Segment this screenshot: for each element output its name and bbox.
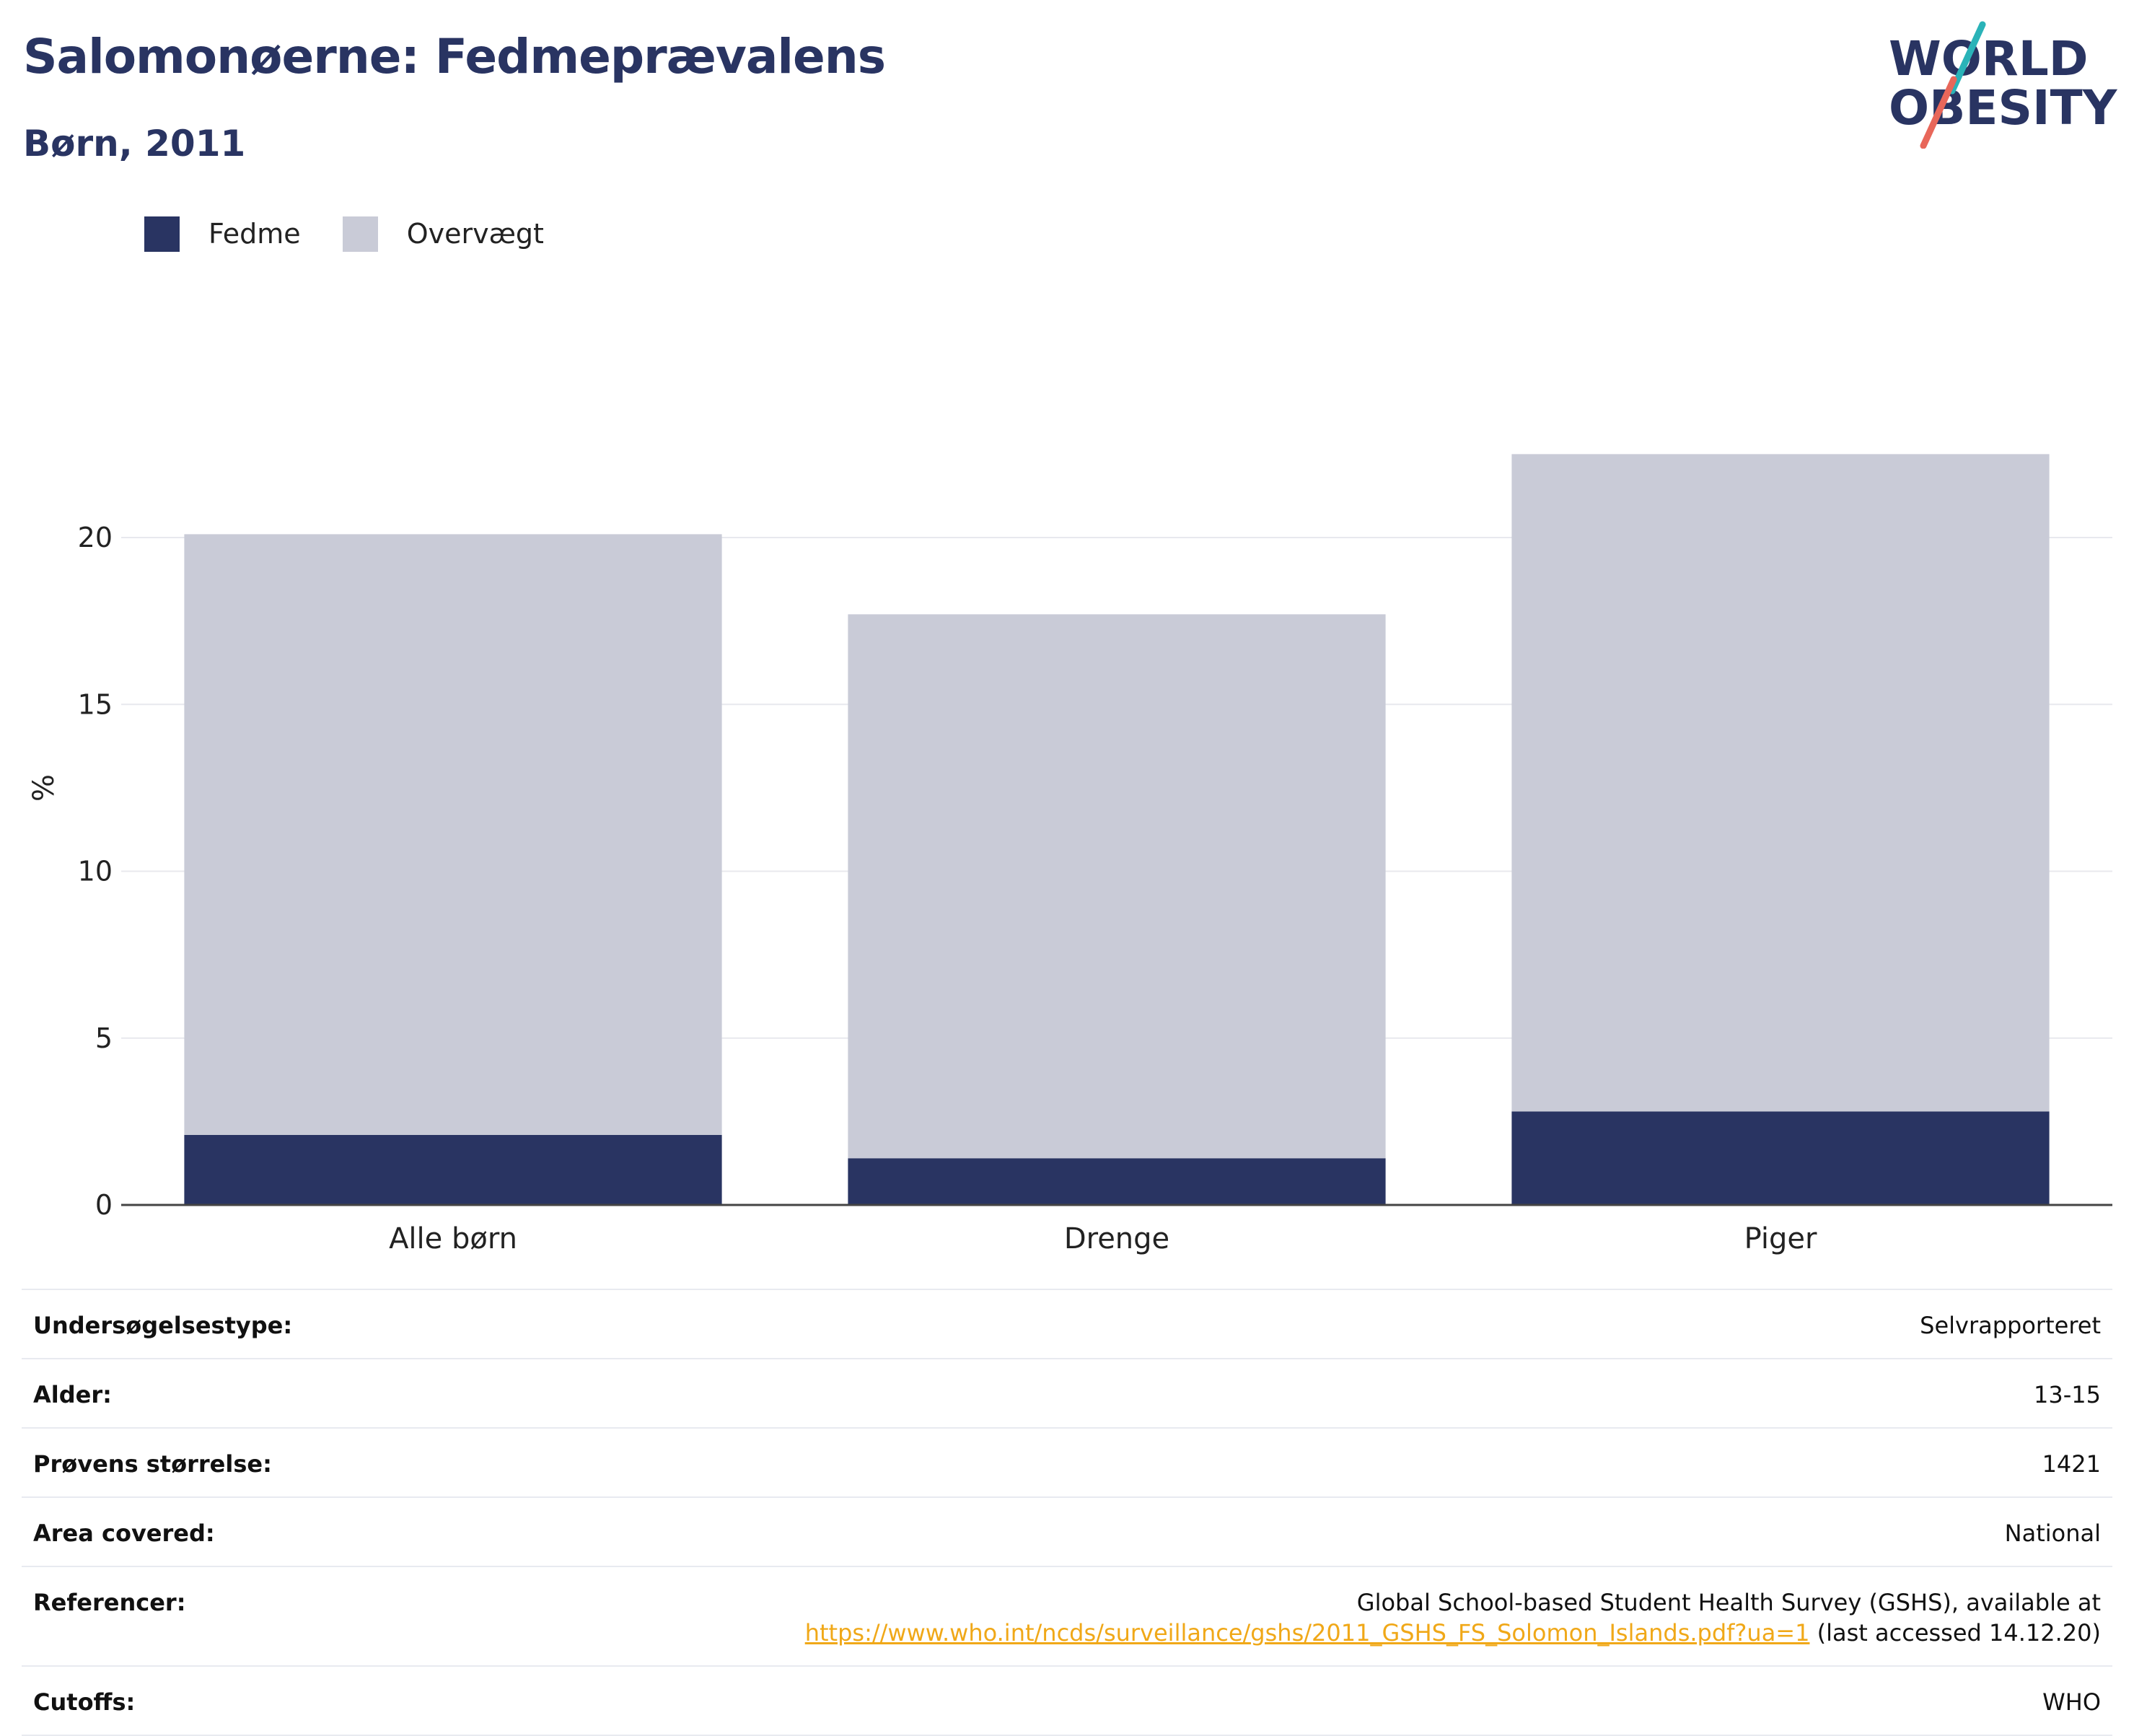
legend-label-fedme: Fedme (208, 218, 301, 250)
info-value: National (2004, 1520, 2101, 1547)
legend-label-overvaegt: Overvægt (406, 218, 544, 250)
info-value: 1421 (2042, 1450, 2101, 1478)
info-value: Selvrapporteret (1920, 1312, 2101, 1339)
info-key: Prøvens størrelse: (33, 1450, 272, 1478)
legend-item-overvaegt[interactable]: Overvægt (342, 216, 544, 252)
y-axis-title: % (27, 774, 61, 802)
info-row-age: Alder: 13-15 (22, 1358, 2112, 1427)
bar-overvaegt[interactable] (848, 614, 1386, 1159)
bar-fedme[interactable] (848, 1158, 1386, 1205)
bar-chart: 0 5 10 15 20 Alle børn Drenge Piger % (27, 454, 2112, 1255)
info-value: Global School-based Student Health Surve… (805, 1587, 2101, 1648)
legend-swatch-fedme (144, 216, 180, 252)
reference-text: Global School-based Student Health Surve… (1356, 1589, 2101, 1616)
world-obesity-logo: WORLD OBESITY (1889, 21, 2118, 149)
info-key: Referencer: (33, 1589, 186, 1616)
info-row-references: Referencer: Global School-based Student … (22, 1566, 2112, 1665)
logo-word-obesity: OBESITY (1889, 80, 2118, 136)
legend-item-fedme[interactable]: Fedme (144, 216, 301, 252)
info-row-cutoffs: Cutoffs: WHO (22, 1665, 2112, 1736)
bar-overvaegt[interactable] (1511, 454, 2050, 1112)
x-tick-label: Alle børn (389, 1222, 517, 1255)
reference-accessed: (last accessed 14.12.20) (1817, 1619, 2101, 1647)
y-tick-label: 10 (78, 856, 113, 887)
info-value: WHO (2042, 1688, 2101, 1716)
info-key: Area covered: (33, 1520, 215, 1547)
bar-overvaegt[interactable] (184, 534, 722, 1135)
info-value: 13-15 (2034, 1381, 2101, 1408)
y-tick-label: 15 (78, 688, 113, 720)
x-tick-label: Piger (1744, 1222, 1817, 1255)
x-tick-label: Drenge (1064, 1222, 1169, 1255)
y-tick-label: 5 (95, 1022, 113, 1054)
info-row-survey-type: Undersøgelsestype: Selvrapporteret (22, 1289, 2112, 1358)
info-key: Cutoffs: (33, 1688, 136, 1716)
bars (184, 454, 2050, 1206)
axes: 0 5 10 15 20 Alle børn Drenge Piger (78, 522, 2112, 1255)
survey-info-table: Undersøgelsestype: Selvrapporteret Alder… (22, 1289, 2112, 1736)
logo-slash-teal (1949, 21, 1986, 95)
chart-subtitle: Børn, 2011 (23, 123, 246, 165)
y-tick-label: 0 (95, 1189, 113, 1221)
chart-title: Salomonøerne: Fedmeprævalens (23, 29, 886, 84)
logo-word-world: WORLD (1889, 31, 2089, 87)
info-row-area-covered: Area covered: National (22, 1496, 2112, 1566)
bar-fedme[interactable] (1511, 1111, 2050, 1206)
bar-fedme[interactable] (184, 1134, 722, 1205)
legend-swatch-overvaegt (342, 216, 378, 252)
legend: Fedme Overvægt (144, 212, 586, 255)
info-key: Alder: (33, 1381, 112, 1408)
logo-slash-coral (1920, 76, 1957, 149)
y-tick-label: 20 (78, 522, 113, 553)
reference-link[interactable]: https://www.who.int/ncds/surveillance/gs… (804, 1619, 1810, 1647)
info-key: Undersøgelsestype: (33, 1312, 293, 1339)
info-row-sample-size: Prøvens størrelse: 1421 (22, 1427, 2112, 1496)
